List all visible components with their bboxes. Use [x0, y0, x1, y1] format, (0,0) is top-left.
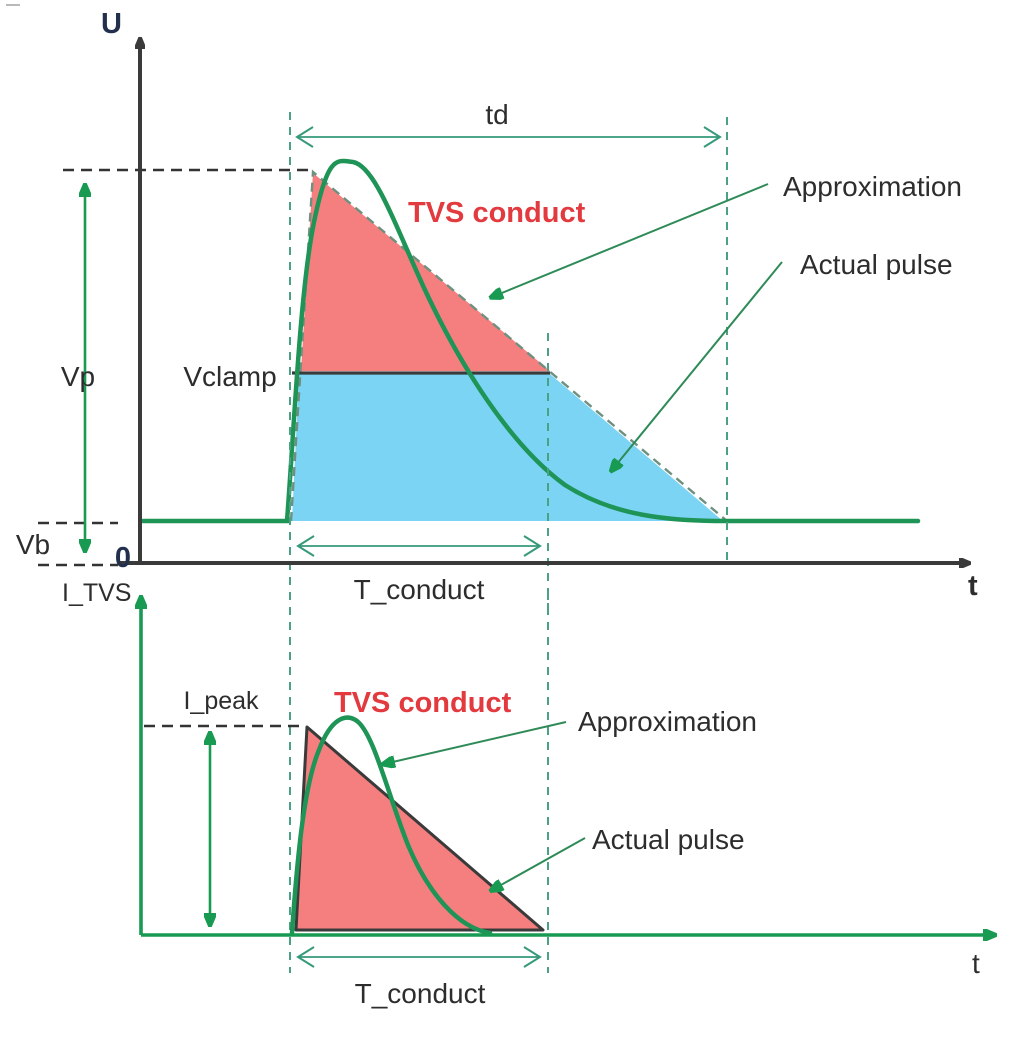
current-time-axis-label: t	[972, 948, 980, 979]
vclamp-label: Vclamp	[183, 361, 276, 392]
actual-pulse-label-bottom: Actual pulse	[592, 824, 745, 855]
vp-label: Vp	[61, 361, 95, 392]
td-label: td	[485, 99, 508, 130]
t-conduct-label-bottom: T_conduct	[355, 978, 486, 1009]
actual-pulse-label-top: Actual pulse	[800, 249, 953, 280]
approximation-label-top: Approximation	[783, 171, 962, 202]
t-conduct-label-top: T_conduct	[354, 574, 485, 605]
i-peak-label: I_peak	[183, 687, 259, 715]
origin-label: 0	[115, 542, 131, 574]
approximation-label-bottom: Approximation	[578, 706, 757, 737]
voltage-chart: U t 0 Vp Vclamp Vb td TVS conduct Approx…	[16, 8, 978, 614]
current-axis-label: I_TVS	[62, 579, 131, 607]
tvs-conduct-label-bottom: TVS conduct	[334, 687, 512, 719]
vb-label: Vb	[16, 529, 50, 560]
tvs-conduct-label-top: TVS conduct	[408, 197, 586, 229]
approximation-leader-arrow	[492, 183, 769, 297]
approximation-leader-arrow-bottom	[384, 721, 567, 764]
actual-current-curve	[289, 715, 493, 936]
approximation-outline	[289, 169, 728, 522]
actual-pulse-leader-arrow	[612, 261, 783, 470]
actual-pulse-leader-arrow-bottom	[492, 837, 586, 890]
tvs-conduct-region	[301, 173, 550, 371]
current-chart: I_TVS t I_peak TVS conduct Approximation…	[62, 579, 994, 1009]
voltage-time-axis-label: t	[968, 570, 978, 602]
actual-pulse-curve	[140, 158, 921, 524]
current-approximation-triangle	[294, 725, 545, 932]
voltage-axis-label: U	[101, 8, 122, 40]
below-clamp-region	[292, 374, 723, 521]
